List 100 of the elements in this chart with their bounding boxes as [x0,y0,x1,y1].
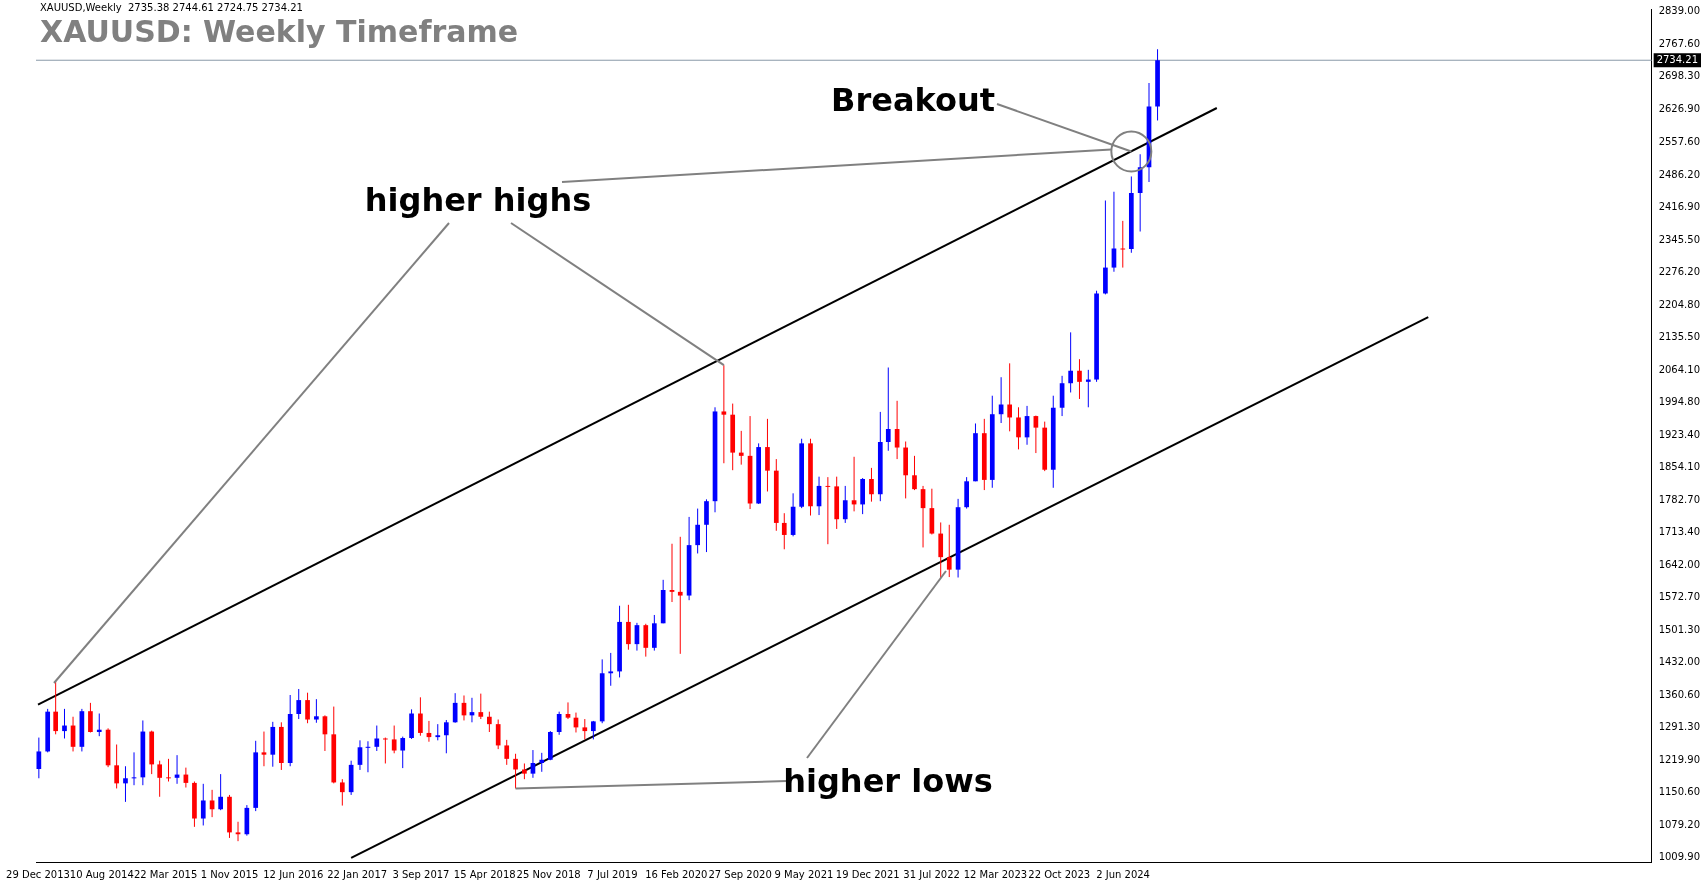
y-tick-label: 1713.40 [1658,526,1701,538]
candlestick [166,758,171,783]
y-tick-label: 1009.90 [1658,851,1701,863]
y-tick-label: 2135.50 [1658,330,1701,342]
candlestick [738,430,744,466]
y-tick-label: 2698.30 [1658,70,1701,82]
candlestick [1007,362,1013,432]
y-tick-label: 2276.20 [1658,265,1701,277]
candlestick [504,739,510,766]
y-tick-label: 2486.20 [1658,168,1701,180]
candlestick [382,737,388,764]
x-tick-label: 3 Sep 2017 [392,868,450,880]
x-tick-label: 10 Aug 2014 [69,868,134,880]
annotation: higher lows [783,762,993,800]
candlestick [296,688,302,720]
candlestick [695,508,700,554]
candlestick [938,521,944,579]
candlestick [1077,358,1082,400]
candlestick [565,701,571,720]
candlestick [62,708,67,739]
y-tick-label: 1150.60 [1658,786,1701,798]
y-tick-label: 2345.50 [1658,233,1701,245]
y-tick-label: 1432.00 [1658,656,1701,668]
candlestick [677,536,683,655]
y-tick-label: 1782.70 [1658,493,1701,505]
y-tick-label: 2767.60 [1658,38,1701,50]
y-tick-label: 1079.20 [1658,819,1701,831]
x-tick-label: 2 Jun 2024 [1096,868,1150,880]
candlestick [478,693,484,720]
candlestick [452,692,458,724]
candlestick [261,731,267,767]
candlestick [1085,369,1091,408]
x-tick-label: 31 Jul 2022 [903,868,960,880]
candlestick [842,485,848,524]
candlestick [88,702,93,733]
x-tick-label: 15 Apr 2018 [453,868,516,880]
x-tick-label: 12 Mar 2023 [963,868,1028,880]
candlestick [643,623,649,658]
candlestick [704,498,709,553]
x-tick-label: 1 Nov 2015 [200,868,259,880]
x-tick-label: 27 Sep 2020 [708,868,772,880]
ref-line-label: 2734.21 [1656,53,1699,65]
candlestick [36,737,42,779]
candlestick [391,725,397,754]
candlestick [556,711,562,736]
y-tick-label: 2839.00 [1658,5,1701,17]
candlestick [53,680,59,735]
candlestick [869,467,874,503]
annotation: higher highs [364,181,592,219]
chart-title: XAUUSD: Weekly Timeframe [40,14,519,49]
x-tick-label: 19 Dec 2021 [835,868,900,880]
candlestick [305,692,310,724]
chart-subtitle: XAUUSD,Weekly 2735.38 2744.61 2724.75 2734.21 [40,2,303,13]
y-tick-label: 1642.00 [1658,559,1701,571]
x-tick-label: 12 Jun 2016 [263,868,324,880]
y-tick-label: 1572.70 [1658,591,1701,603]
candlestick [765,418,770,492]
candlestick [339,778,345,807]
candlestick [487,711,492,733]
y-tick-label: 1994.80 [1658,395,1701,407]
annotation: Breakout [831,81,995,119]
candlestick [608,652,614,687]
candlestick [418,696,423,737]
x-tick-label: 9 May 2021 [774,868,834,880]
candlestick [157,760,163,798]
y-tick-label: 2204.80 [1658,298,1701,310]
x-tick-label: 29 Dec 2013 [6,868,70,880]
candlestick [582,718,588,740]
y-tick-label: 1923.40 [1658,428,1701,440]
candlestick [781,512,787,550]
x-tick-label: 22 Mar 2015 [133,868,198,880]
candlestick [314,698,319,724]
candlestick [374,725,380,752]
x-tick-label: 22 Oct 2023 [1028,868,1091,880]
y-tick-label: 1854.10 [1658,460,1701,472]
candlestick [400,736,406,769]
candlestick [721,364,727,464]
y-tick-label: 2557.60 [1658,135,1701,147]
candlestick [539,752,545,773]
y-tick-label: 2064.10 [1658,363,1701,375]
candlestick [1120,220,1126,269]
candlestick [946,524,952,578]
y-tick-label: 1360.60 [1658,689,1701,701]
x-tick-label: 22 Jan 2017 [327,868,388,880]
candlestick [114,744,119,789]
candlestick [96,713,102,737]
y-tick-label: 1501.30 [1658,624,1701,636]
candlestick [123,765,128,803]
candlestick [1016,406,1021,450]
candlestick [513,753,518,789]
candlestick [885,367,891,452]
candlestick [626,604,631,651]
x-tick-label: 16 Feb 2020 [645,868,708,880]
x-tick-label: 7 Jul 2019 [587,868,638,880]
candlestick [218,773,223,811]
y-tick-label: 1219.90 [1658,754,1701,766]
y-tick-label: 2416.90 [1658,200,1701,212]
candlestick [912,455,917,491]
candlestick [495,719,501,750]
candlestick [443,719,449,754]
